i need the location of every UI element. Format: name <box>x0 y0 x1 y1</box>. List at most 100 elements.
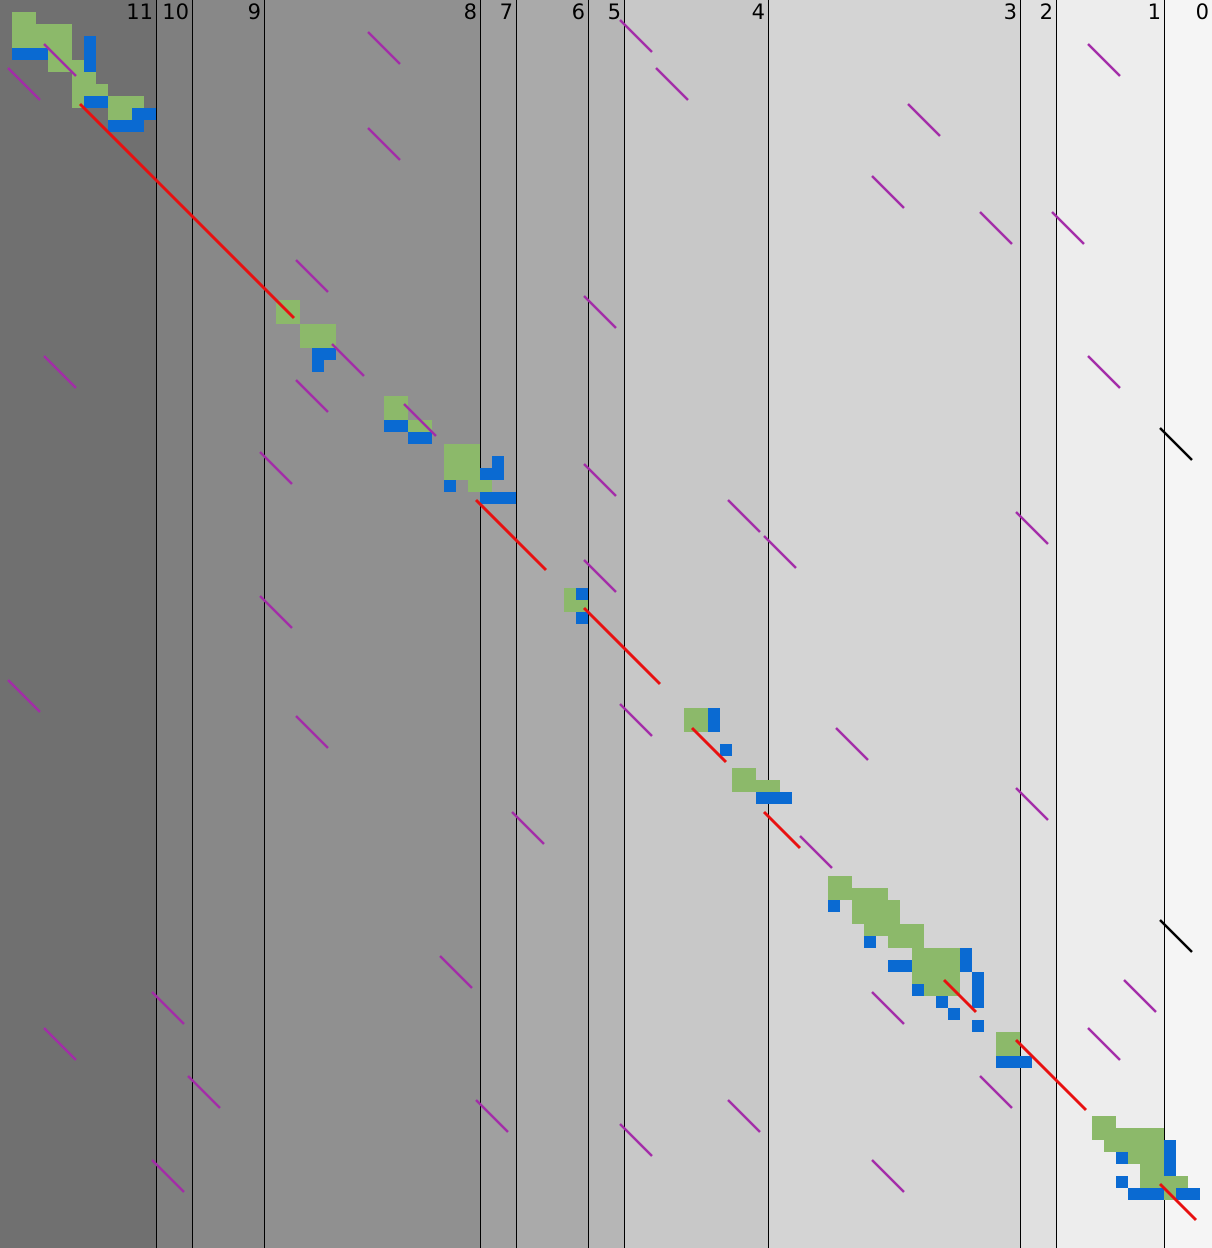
gap-block <box>492 456 504 480</box>
gap-block <box>972 972 984 1008</box>
band-region-7 <box>480 0 516 1248</box>
offdiagonal-segment <box>583 295 617 329</box>
offdiagonal-segment <box>151 991 185 1025</box>
offdiagonal-segment <box>7 679 41 713</box>
offdiagonal-segment <box>1087 1027 1121 1061</box>
diagonal-segment <box>690 726 728 764</box>
gap-block <box>972 1020 984 1032</box>
gap-block <box>828 900 840 912</box>
match-block <box>300 324 336 348</box>
gap-block <box>480 492 516 504</box>
offdiagonal-segment <box>1015 787 1049 821</box>
match-block <box>12 12 36 48</box>
offdiagonal-segment <box>7 67 41 101</box>
gap-block <box>408 432 432 444</box>
gap-block <box>384 420 408 432</box>
band-label-3: 3 <box>1003 0 1017 24</box>
offdiagonal-segment <box>439 955 473 989</box>
match-block <box>996 1032 1020 1056</box>
offdiagonal-segment <box>979 211 1013 245</box>
offdiagonal-segment <box>619 703 653 737</box>
band-label-11: 11 <box>126 0 153 24</box>
offdiagonal-segment <box>1015 511 1049 545</box>
diagonal-segment <box>942 978 978 1014</box>
gap-block <box>960 948 972 972</box>
gap-block <box>84 96 108 108</box>
offdiagonal-segment <box>259 595 293 629</box>
offdiagonal-segment <box>871 1159 905 1193</box>
offdiagonal-segment <box>43 355 77 389</box>
band-region-8 <box>264 0 480 1248</box>
offdiagonal-segment <box>295 379 329 413</box>
band-label-0: 0 <box>1195 0 1209 24</box>
offdiagonal-segment <box>871 175 905 209</box>
band-label-7: 7 <box>499 0 513 24</box>
gap-block <box>1164 1140 1176 1176</box>
band-region-5 <box>588 0 624 1248</box>
offdiagonal-segment <box>511 811 545 845</box>
band-region-11 <box>0 0 156 1248</box>
gap-block <box>312 348 336 360</box>
gap-block <box>948 1008 960 1020</box>
match-block <box>48 36 72 72</box>
diagonal-segment <box>1158 1182 1198 1222</box>
band-region-4 <box>624 0 768 1248</box>
gap-block <box>1116 1176 1128 1188</box>
band-label-5: 5 <box>607 0 621 24</box>
gap-block <box>756 792 792 804</box>
diagonal-segment <box>78 102 158 182</box>
gap-block <box>720 744 732 756</box>
gap-block <box>936 996 948 1008</box>
offdiagonal-segment <box>43 1027 77 1061</box>
marker-segment <box>1159 427 1193 461</box>
match-block <box>384 396 408 420</box>
offdiagonal-segment <box>367 127 401 161</box>
band-region-9 <box>192 0 264 1248</box>
offdiagonal-segment <box>1123 979 1157 1013</box>
gap-block <box>708 708 720 732</box>
gap-block <box>1176 1188 1200 1200</box>
band-label-6: 6 <box>571 0 585 24</box>
offdiagonal-segment <box>835 727 869 761</box>
band-region-2 <box>1020 0 1056 1248</box>
gap-block <box>108 120 144 132</box>
offdiagonal-segment <box>619 19 653 53</box>
offdiagonal-segment <box>979 1075 1013 1109</box>
offdiagonal-segment <box>1087 43 1121 77</box>
gap-block <box>576 612 588 624</box>
offdiagonal-segment <box>727 499 761 533</box>
offdiagonal-segment <box>295 715 329 749</box>
offdiagonal-segment <box>295 259 329 293</box>
offdiagonal-segment <box>43 43 77 77</box>
band-label-4: 4 <box>751 0 765 24</box>
band-label-1: 1 <box>1147 0 1161 24</box>
offdiagonal-segment <box>331 343 365 377</box>
band-label-2: 2 <box>1039 0 1053 24</box>
band-region-1 <box>1056 0 1164 1248</box>
match-block <box>828 876 852 900</box>
offdiagonal-segment <box>259 451 293 485</box>
match-block <box>888 924 924 948</box>
offdiagonal-segment <box>763 535 797 569</box>
gap-block <box>576 588 588 600</box>
offdiagonal-segment <box>619 1123 653 1157</box>
diagonal-segment <box>762 810 802 850</box>
gap-block <box>864 936 876 948</box>
gap-block <box>84 36 96 72</box>
offdiagonal-segment <box>727 1099 761 1133</box>
gap-block <box>1116 1152 1128 1164</box>
offdiagonal-segment <box>187 1075 221 1109</box>
diagonal-segment <box>1014 1038 1088 1112</box>
band-label-8: 8 <box>463 0 477 24</box>
band-label-10: 10 <box>162 0 189 24</box>
offdiagonal-segment <box>655 67 689 101</box>
offdiagonal-segment <box>367 31 401 65</box>
offdiagonal-segment <box>583 463 617 497</box>
offdiagonal-segment <box>403 403 437 437</box>
offdiagonal-segment <box>871 991 905 1025</box>
offdiagonal-segment <box>1087 355 1121 389</box>
gap-block <box>888 960 912 972</box>
gap-block <box>12 48 48 60</box>
